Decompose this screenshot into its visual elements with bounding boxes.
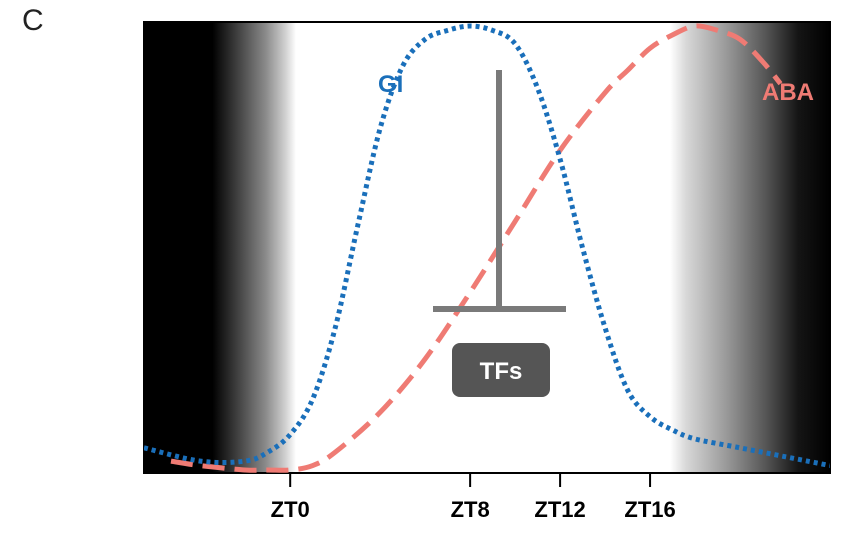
gi-label: GI xyxy=(378,71,403,98)
panel-letter: C xyxy=(22,4,44,37)
night-shading-right xyxy=(670,22,830,473)
tick-label: ZT12 xyxy=(534,497,585,522)
night-shading-left xyxy=(144,22,296,473)
aba-curve xyxy=(170,23,783,473)
tick-label: ZT16 xyxy=(624,497,675,522)
curves xyxy=(144,23,830,473)
gi-curve xyxy=(144,23,830,469)
tick-label: ZT8 xyxy=(451,497,490,522)
aba-label: ABA xyxy=(762,79,814,106)
tfs-label: TFs xyxy=(480,358,523,385)
x-axis-ticks: ZT0 ZT8 ZT12 ZT16 xyxy=(271,473,676,522)
tfs-box xyxy=(452,343,550,397)
tick-label: ZT0 xyxy=(271,497,310,522)
plot-frame xyxy=(143,21,831,474)
